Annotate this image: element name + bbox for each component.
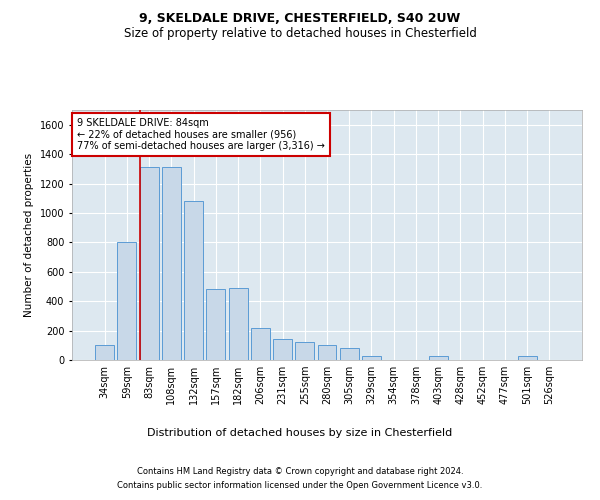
Bar: [429, 356, 448, 360]
Bar: [95, 346, 114, 360]
Bar: [118, 242, 136, 360]
Text: 9, SKELDALE DRIVE, CHESTERFIELD, S40 2UW: 9, SKELDALE DRIVE, CHESTERFIELD, S40 2UW: [139, 12, 461, 26]
Text: Size of property relative to detached houses in Chesterfield: Size of property relative to detached ho…: [124, 28, 476, 40]
Bar: [229, 288, 248, 360]
Bar: [273, 340, 292, 360]
Bar: [317, 346, 337, 360]
Bar: [295, 342, 314, 360]
Text: Contains HM Land Registry data © Crown copyright and database right 2024.: Contains HM Land Registry data © Crown c…: [137, 468, 463, 476]
Bar: [140, 168, 158, 360]
Bar: [340, 348, 359, 360]
Bar: [518, 356, 536, 360]
Bar: [362, 356, 381, 360]
Bar: [251, 328, 270, 360]
Text: Distribution of detached houses by size in Chesterfield: Distribution of detached houses by size …: [148, 428, 452, 438]
Bar: [162, 168, 181, 360]
Bar: [184, 201, 203, 360]
Bar: [206, 290, 225, 360]
Y-axis label: Number of detached properties: Number of detached properties: [24, 153, 34, 317]
Text: 9 SKELDALE DRIVE: 84sqm
← 22% of detached houses are smaller (956)
77% of semi-d: 9 SKELDALE DRIVE: 84sqm ← 22% of detache…: [77, 118, 325, 150]
Text: Contains public sector information licensed under the Open Government Licence v3: Contains public sector information licen…: [118, 481, 482, 490]
